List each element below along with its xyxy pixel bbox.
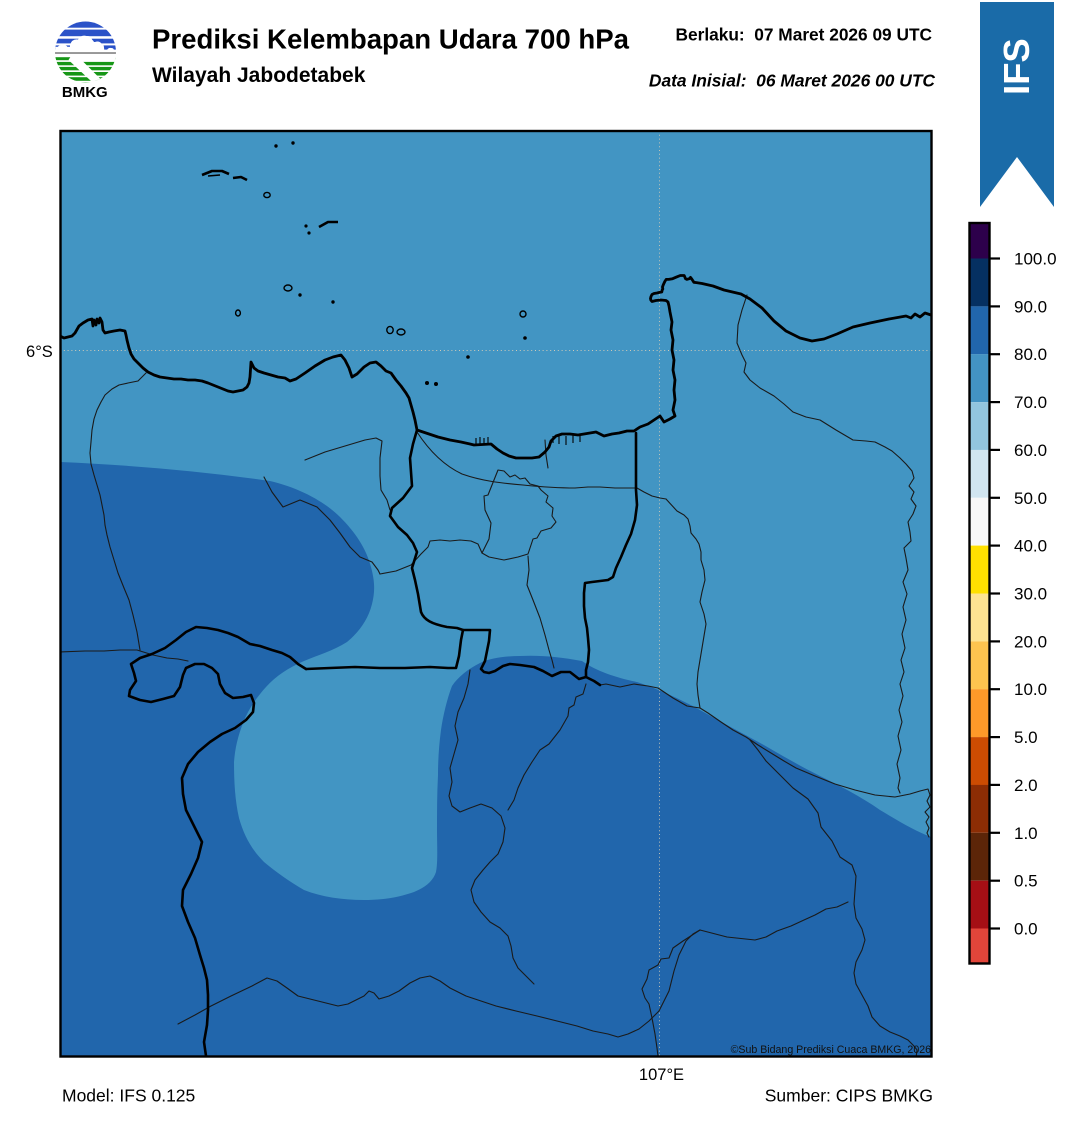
svg-text:0.0: 0.0 (1014, 920, 1038, 939)
svg-text:©Sub Bidang Prediksi Cuaca BMK: ©Sub Bidang Prediksi Cuaca BMKG, 2026 (731, 1044, 931, 1056)
svg-text:5.0: 5.0 (1014, 728, 1038, 747)
svg-text:Prediksi Kelembapan Udara 700: Prediksi Kelembapan Udara 700 hPa (152, 24, 630, 55)
svg-text:107°E: 107°E (639, 1066, 684, 1084)
svg-text:Data Inisial: 06 Maret 2026 0: Data Inisial: 06 Maret 2026 00 UTC (649, 71, 936, 91)
svg-text:1.0: 1.0 (1014, 824, 1038, 843)
svg-text:Wilayah Jabodetabek: Wilayah Jabodetabek (152, 64, 366, 87)
svg-text:80.0: 80.0 (1014, 345, 1047, 364)
svg-text:10.0: 10.0 (1014, 680, 1047, 699)
svg-text:60.0: 60.0 (1014, 441, 1047, 460)
svg-text:6°S: 6°S (26, 343, 53, 361)
svg-text:70.0: 70.0 (1014, 393, 1047, 412)
svg-text:Sumber: CIPS BMKG: Sumber: CIPS BMKG (765, 1086, 933, 1106)
svg-text:Berlaku: 07 Maret 2026 09 UTC: Berlaku: 07 Maret 2026 09 UTC (676, 25, 932, 45)
svg-text:40.0: 40.0 (1014, 537, 1047, 556)
svg-text:Model: IFS 0.125: Model: IFS 0.125 (62, 1086, 195, 1106)
svg-text:IFS: IFS (996, 38, 1037, 95)
svg-text:20.0: 20.0 (1014, 632, 1047, 651)
svg-text:90.0: 90.0 (1014, 297, 1047, 316)
svg-text:30.0: 30.0 (1014, 585, 1047, 604)
svg-text:100.0: 100.0 (1014, 250, 1057, 269)
svg-text:50.0: 50.0 (1014, 489, 1047, 508)
svg-text:2.0: 2.0 (1014, 776, 1038, 795)
svg-text:0.5: 0.5 (1014, 872, 1038, 891)
svg-text:BMKG: BMKG (62, 84, 108, 101)
